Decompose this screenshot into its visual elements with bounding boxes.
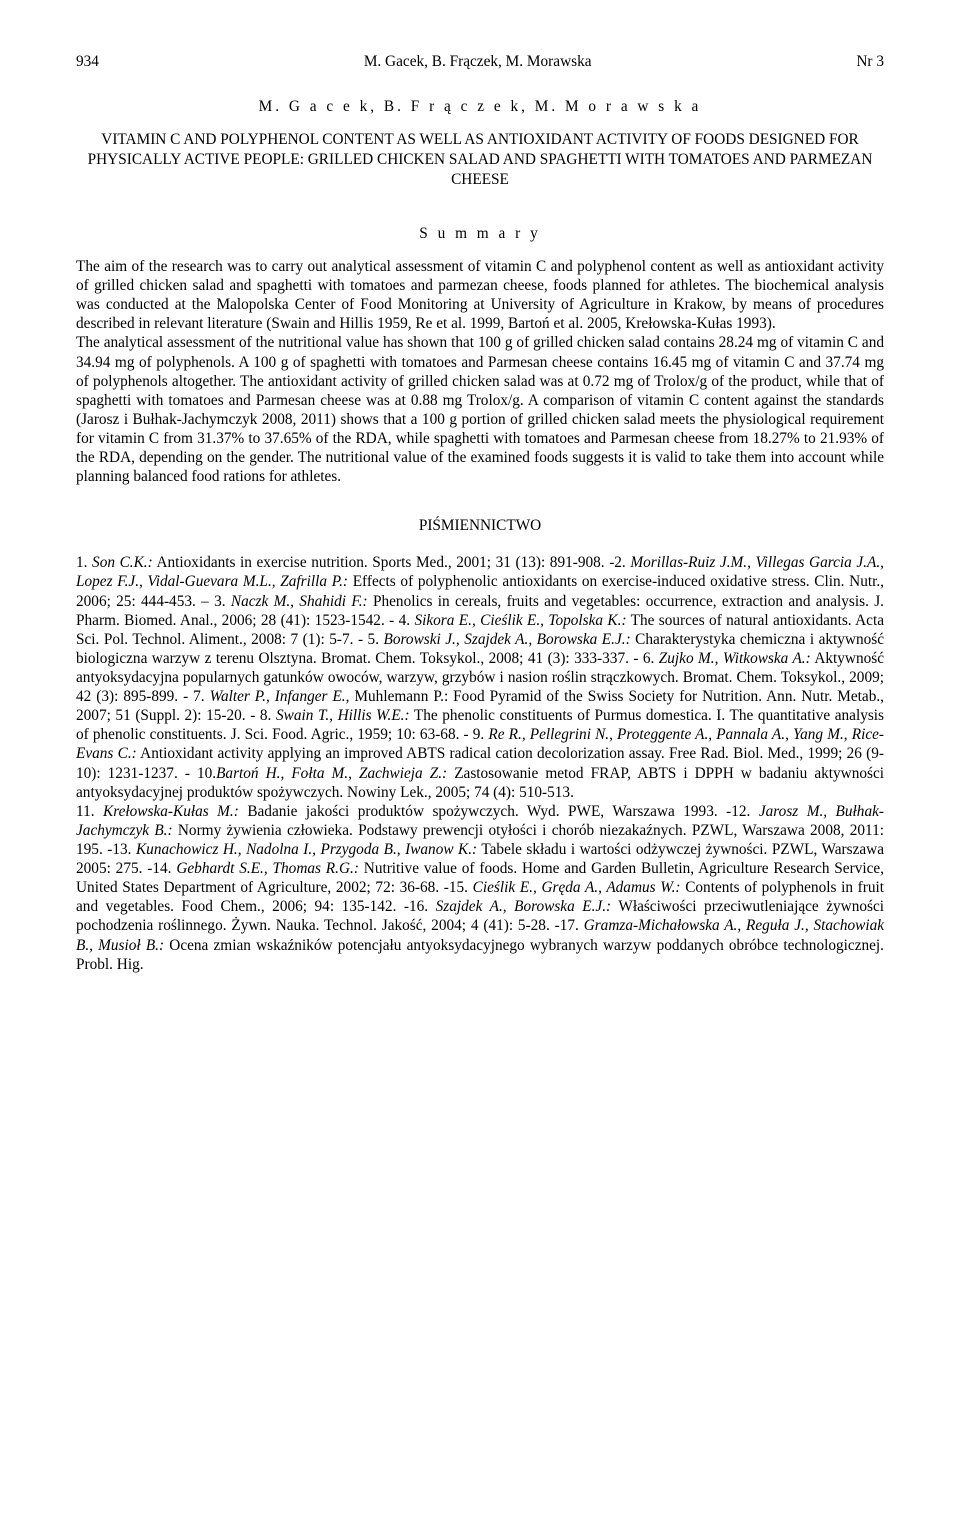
authors-spaced: M. G a c e k, B. F r ą c z e k, M. M o r… — [76, 97, 884, 116]
article-title-en: VITAMIN C AND POLYPHENOL CONTENT AS WELL… — [76, 130, 884, 190]
summary-body: The aim of the research was to carry out… — [76, 257, 884, 486]
references-heading: PIŚMIENNICTWO — [76, 516, 884, 535]
running-header: 934 M. Gacek, B. Frączek, M. Morawska Nr… — [76, 52, 884, 71]
summary-heading: S u m m a r y — [76, 224, 884, 243]
issue-number: Nr 3 — [856, 52, 884, 71]
references-body: 1. Son C.K.: Antioxidants in exercise nu… — [76, 553, 884, 973]
page-number-left: 934 — [76, 52, 99, 71]
running-head-title: M. Gacek, B. Frączek, M. Morawska — [364, 52, 592, 71]
